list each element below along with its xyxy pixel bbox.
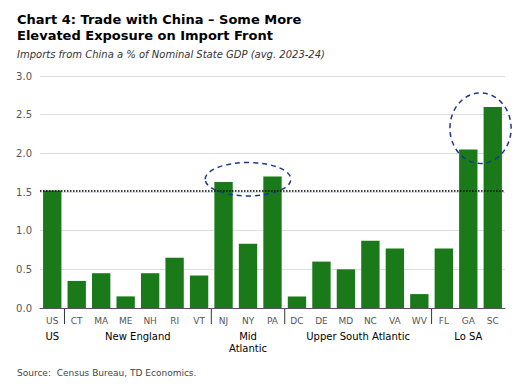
svg-text:NJ: NJ [219, 316, 228, 326]
svg-text:US: US [45, 331, 59, 342]
svg-text:DC: DC [290, 316, 303, 326]
svg-text:Mid: Mid [239, 331, 257, 342]
svg-text:NY: NY [242, 316, 255, 326]
svg-text:VT: VT [193, 316, 205, 326]
svg-text:WV: WV [412, 316, 428, 326]
svg-text:Source: Census Bureau, TD Eco: Source: Census Bureau, TD Economics. [17, 368, 196, 378]
svg-text:3.0: 3.0 [16, 71, 32, 82]
svg-text:Lo SA: Lo SA [454, 331, 482, 342]
svg-text:1.0: 1.0 [16, 225, 32, 236]
svg-text:1.5: 1.5 [16, 187, 32, 198]
svg-text:NH: NH [143, 316, 157, 326]
svg-text:VA: VA [389, 316, 402, 326]
svg-text:RI: RI [170, 316, 179, 326]
svg-text:GA: GA [462, 316, 476, 326]
svg-text:PA: PA [267, 316, 279, 326]
svg-text:FL: FL [439, 316, 449, 326]
svg-text:Upper South Atlantic: Upper South Atlantic [306, 331, 410, 342]
svg-text:Elevated Exposure on Import Fr: Elevated Exposure on Import Front [17, 28, 273, 43]
svg-text:Imports from China a % of Nomi: Imports from China a % of Nominal State … [17, 49, 325, 60]
svg-text:MA: MA [94, 316, 109, 326]
svg-text:MD: MD [339, 316, 354, 326]
svg-text:US: US [46, 316, 59, 326]
svg-text:New England: New England [105, 331, 171, 342]
svg-text:2.5: 2.5 [16, 109, 32, 120]
svg-text:SC: SC [487, 316, 499, 326]
svg-text:Chart 4: Trade with China – So: Chart 4: Trade with China – Some More [17, 12, 302, 27]
svg-text:2.0: 2.0 [16, 148, 32, 159]
svg-text:0.0: 0.0 [16, 303, 32, 314]
svg-text:0.5: 0.5 [16, 264, 32, 275]
svg-text:DE: DE [315, 316, 328, 326]
svg-text:ME: ME [119, 316, 133, 326]
svg-text:CT: CT [71, 316, 83, 326]
svg-text:Atlantic: Atlantic [229, 343, 267, 354]
svg-text:NC: NC [364, 316, 377, 326]
